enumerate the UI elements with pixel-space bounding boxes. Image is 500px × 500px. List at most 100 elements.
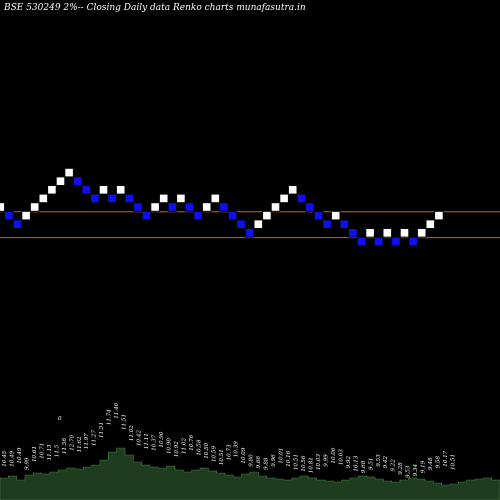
tick-label-7: 11.5 xyxy=(54,444,60,457)
tick-label-42: 10.03 xyxy=(316,454,322,470)
tick-label-0: 10.45 xyxy=(2,450,8,466)
tick-label-21: 10.90 xyxy=(159,431,165,447)
renko-brick-4 xyxy=(29,202,40,212)
tick-label-12: 11.27 xyxy=(92,430,98,446)
tick-label-18: 10.42 xyxy=(137,430,143,446)
tick-label-35: 9.88 xyxy=(264,457,270,470)
tick-label-57: 9.48 xyxy=(428,457,434,470)
tick-label-9: 12.70 xyxy=(69,434,75,450)
renko-brick-19 xyxy=(158,193,169,204)
renko-brick-34 xyxy=(287,185,298,195)
renko-brick-3 xyxy=(21,210,31,221)
renko-brick-18 xyxy=(150,202,160,212)
renko-brick-25 xyxy=(210,193,221,204)
renko-brick-50 xyxy=(425,219,436,229)
renko-brick-51 xyxy=(434,210,444,221)
annotation-label: 0 xyxy=(58,416,62,422)
tick-label-32: 10.09 xyxy=(241,447,247,463)
tick-label-3: 9.99 xyxy=(24,457,30,470)
renko-brick-38 xyxy=(322,219,332,229)
volume-path xyxy=(0,447,500,500)
tick-label-30: 10.73 xyxy=(226,444,232,460)
tick-label-15: 11.46 xyxy=(114,402,120,418)
renko-brick-5 xyxy=(38,193,49,204)
tick-label-39: 10.51 xyxy=(294,454,300,470)
tick-label-36: 9.96 xyxy=(271,454,277,467)
tick-label-10: 11.62 xyxy=(77,436,83,452)
renko-brick-27 xyxy=(227,210,238,221)
tick-label-60: 10.51 xyxy=(451,454,457,470)
renko-brick-14 xyxy=(115,185,126,195)
tick-label-20: 10.37 xyxy=(152,434,158,450)
renko-brick-20 xyxy=(167,202,178,212)
tick-label-22: 10.90 xyxy=(167,438,173,454)
tick-label-52: 9.22 xyxy=(391,459,397,472)
volume-area xyxy=(0,447,500,500)
renko-brick-48 xyxy=(408,236,418,247)
tick-label-28: 10.59 xyxy=(211,446,217,462)
tick-label-44: 10.06 xyxy=(331,447,337,463)
tick-label-48: 9.68 xyxy=(361,460,367,473)
tick-label-53: 9.28 xyxy=(398,462,404,475)
tick-label-46: 9.92 xyxy=(346,456,352,469)
renko-brick-30 xyxy=(253,219,264,229)
tick-label-19: 11.11 xyxy=(144,433,150,449)
tick-label-50: 9.53 xyxy=(376,454,382,467)
renko-brick-6 xyxy=(47,185,57,195)
tick-label-17: 11.02 xyxy=(129,425,135,441)
renko-brick-37 xyxy=(313,210,324,221)
renko-brick-21 xyxy=(176,193,186,204)
renko-brick-31 xyxy=(262,210,272,221)
renko-brick-8 xyxy=(64,167,74,178)
renko-brick-46 xyxy=(391,236,401,247)
tick-label-41: 10.81 xyxy=(309,457,315,473)
tick-label-51: 9.42 xyxy=(383,456,389,469)
renko-brick-9 xyxy=(72,176,83,186)
renko-brick-24 xyxy=(201,202,212,212)
tick-label-33: 9.80 xyxy=(249,454,255,467)
tick-label-59: 10.17 xyxy=(443,450,449,466)
tick-label-1: 10.49 xyxy=(10,450,16,466)
renko-brick-17 xyxy=(141,210,152,221)
renko-brick-44 xyxy=(373,236,384,247)
tick-label-5: 10.71 xyxy=(39,443,45,459)
tick-label-31: 10.39 xyxy=(234,441,240,457)
tick-label-6: 11.13 xyxy=(47,444,53,460)
renko-brick-42 xyxy=(356,236,367,247)
tick-label-54: 9.53 xyxy=(406,465,412,478)
tick-label-49: 9.51 xyxy=(368,458,374,470)
tick-label-14: 11.74 xyxy=(107,409,113,425)
renko-brick-36 xyxy=(305,202,315,212)
tick-label-25: 10.76 xyxy=(189,434,195,450)
renko-brick-10 xyxy=(81,185,92,195)
tick-label-38: 10.16 xyxy=(286,450,292,466)
renko-brick-29 xyxy=(244,228,255,238)
renko-brick-26 xyxy=(219,202,229,212)
tick-label-23: 10.92 xyxy=(174,441,180,457)
tick-label-34: 9.66 xyxy=(256,456,262,469)
renko-brick-2 xyxy=(12,219,23,229)
renko-brick-1 xyxy=(4,210,14,221)
renko-brick-23 xyxy=(193,210,203,221)
tick-label-11: 11.97 xyxy=(84,433,90,449)
renko-brick-49 xyxy=(416,228,427,238)
tick-label-2: 10.49 xyxy=(17,447,23,463)
tick-label-4: 10.61 xyxy=(32,446,38,462)
tick-label-26: 10.58 xyxy=(196,439,202,455)
renko-brick-35 xyxy=(296,193,307,204)
renko-brick-47 xyxy=(399,228,410,238)
tick-label-27: 10.50 xyxy=(204,442,210,458)
tick-label-29: 10.51 xyxy=(219,449,225,465)
renko-brick-41 xyxy=(348,228,358,238)
renko-brick-0 xyxy=(0,202,6,212)
tick-label-8: 11.58 xyxy=(62,438,68,454)
renko-brick-15 xyxy=(124,193,135,204)
chart-title: BSE 530249 2%-- Closing Daily data Renko… xyxy=(3,3,306,13)
renko-brick-12 xyxy=(98,185,109,195)
tick-label-47: 10.13 xyxy=(353,455,359,471)
tick-label-40: 10.56 xyxy=(301,455,307,471)
renko-brick-39 xyxy=(330,210,341,221)
tick-label-37: 10.01 xyxy=(279,448,285,464)
